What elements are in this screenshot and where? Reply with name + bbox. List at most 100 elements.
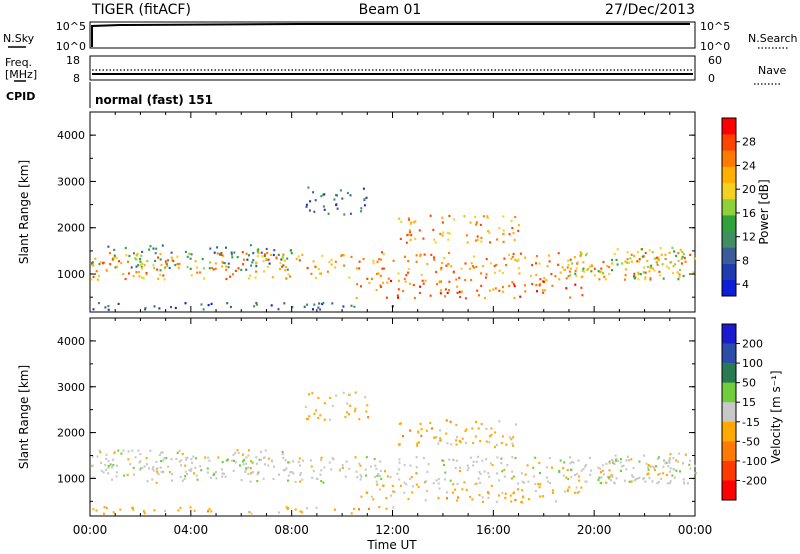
heatmap-cell [446, 442, 449, 445]
heatmap-cell [222, 472, 225, 475]
heatmap-cell [392, 506, 395, 509]
heatmap-cell [452, 458, 455, 461]
heatmap-cell [419, 254, 422, 258]
heatmap-cell [282, 264, 285, 267]
heatmap-cell [257, 471, 260, 474]
heatmap-cell [249, 244, 252, 247]
heatmap-cell [432, 482, 435, 485]
heatmap-cell [256, 473, 259, 476]
heatmap-cell [474, 215, 477, 218]
heatmap-cell [439, 437, 442, 440]
heatmap-cell [406, 234, 409, 237]
heatmap-cell [667, 465, 670, 468]
heatmap-cell [614, 454, 617, 457]
heatmap-cell [306, 303, 309, 306]
freq-tick-top: 18 [66, 54, 80, 67]
heatmap-cell [684, 260, 687, 263]
heatmap-cell [415, 472, 418, 475]
heatmap-cell [313, 210, 316, 213]
heatmap-cell [176, 451, 179, 454]
heatmap-cell [124, 246, 127, 250]
heatmap-cell [478, 494, 481, 497]
velocity-colorbar: 200 100 50 15 -15 -50 -100 -200 [721, 323, 767, 501]
heatmap-cell [634, 478, 637, 481]
heatmap-cell [482, 215, 485, 218]
heatmap-cell [466, 464, 469, 467]
heatmap-cell [384, 470, 386, 473]
heatmap-cell [580, 286, 583, 289]
heatmap-cell [297, 255, 300, 258]
heatmap-cell [225, 246, 227, 249]
heatmap-cell [538, 462, 541, 465]
colorbar-segment [722, 460, 736, 481]
heatmap-cell [548, 457, 551, 460]
heatmap-cell [456, 482, 459, 486]
heatmap-cell [455, 459, 458, 462]
heatmap-cell [201, 258, 204, 261]
heatmap-cell [410, 234, 413, 237]
heatmap-cell [625, 468, 628, 471]
heatmap-cell [354, 456, 357, 459]
heatmap-cell [643, 266, 645, 269]
heatmap-cell [162, 459, 165, 462]
heatmap-cell [513, 284, 516, 288]
colorbar-tick-label: -100 [742, 455, 767, 468]
heatmap-cell [411, 491, 414, 494]
heatmap-cell [267, 464, 270, 467]
noise-left-tick-top: 10^5 [56, 20, 86, 33]
heatmap-cell [194, 260, 197, 263]
heatmap-cell [547, 254, 550, 257]
heatmap-cell [538, 284, 541, 287]
heatmap-cell [568, 270, 571, 273]
heatmap-cell [256, 250, 259, 253]
heatmap-cell [475, 221, 478, 224]
heatmap-cell [510, 500, 513, 503]
heatmap-cell [138, 275, 141, 278]
heatmap-cell [257, 251, 260, 255]
heatmap-cell [465, 441, 467, 444]
heatmap-cell [193, 472, 195, 475]
heatmap-cell [207, 304, 210, 307]
heatmap-cell [363, 198, 366, 201]
heatmap-cell [328, 461, 331, 464]
heatmap-cell [140, 467, 142, 470]
heatmap-cell [386, 475, 389, 478]
heatmap-cell [519, 252, 522, 255]
heatmap-cell [659, 274, 662, 277]
heatmap-cell [163, 278, 166, 281]
freq-unit: [MHz] [5, 68, 37, 81]
heatmap-cell [559, 271, 562, 274]
heatmap-cell [633, 479, 636, 482]
heatmap-cell [521, 480, 524, 483]
colorbar-segment [722, 441, 736, 462]
heatmap-cell [423, 481, 426, 484]
heatmap-cell [454, 467, 457, 470]
colorbar-segment [722, 382, 736, 403]
heatmap-cell [375, 272, 378, 275]
heatmap-cell [221, 475, 224, 478]
heatmap-cell [408, 218, 411, 221]
heatmap-cell [650, 264, 653, 267]
heatmap-cell [359, 474, 362, 477]
heatmap-cell [517, 482, 520, 485]
heatmap-cell [323, 418, 326, 421]
heatmap-cell [319, 272, 322, 275]
heatmap-cell [451, 491, 454, 494]
heatmap-cell [194, 457, 197, 460]
heatmap-cell [196, 478, 199, 481]
heatmap-cell [277, 253, 280, 256]
heatmap-cell [255, 301, 258, 305]
heatmap-cell [326, 270, 329, 273]
heatmap-cell [259, 450, 262, 453]
heatmap-cell [563, 490, 566, 493]
heatmap-cell [471, 427, 474, 430]
heatmap-cell [113, 451, 116, 454]
heatmap-cell [266, 265, 269, 268]
heatmap-cell [348, 467, 351, 470]
heatmap-cell [349, 404, 352, 407]
heatmap-cell [501, 286, 504, 289]
heatmap-cell [251, 261, 254, 264]
heatmap-cell [600, 267, 603, 270]
heatmap-cell [409, 464, 412, 467]
heatmap-cell [538, 262, 541, 265]
